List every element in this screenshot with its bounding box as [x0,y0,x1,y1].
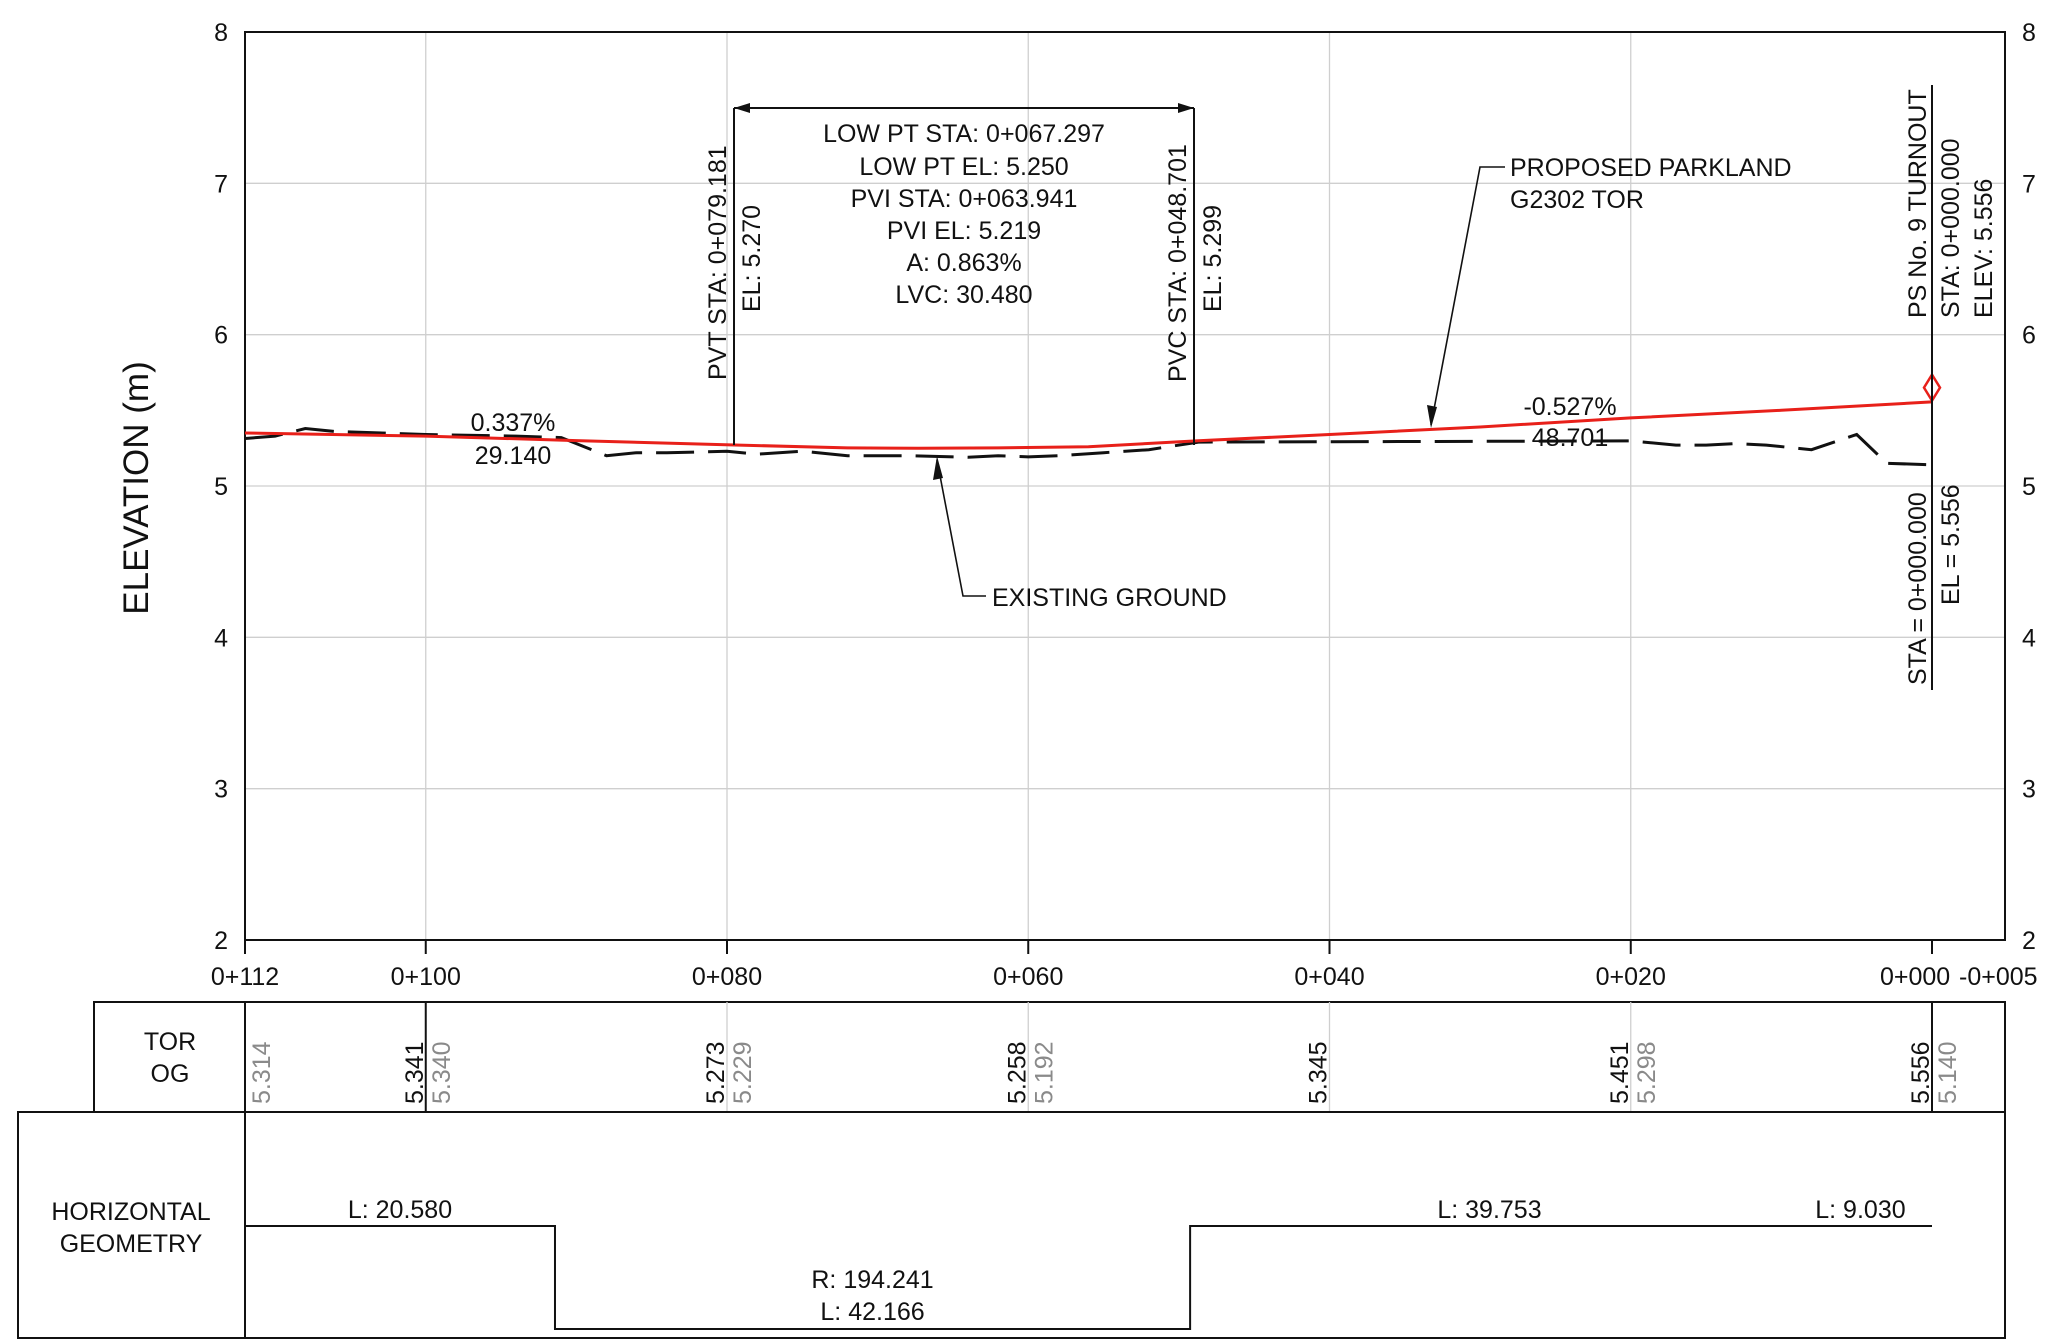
lvc-length: LVC: 30.480 [895,281,1032,309]
horizontal-geometry-band: HORIZONTAL GEOMETRY L: 20.580 R: 194.241 L… [17,1111,2006,1339]
hg-label-line2: GEOMETRY [60,1230,203,1258]
hg-curve-label: R: 194.241 [811,1266,933,1294]
grid [245,32,2005,940]
x-tick-label: 0+080 [692,963,762,991]
x-tick-label: 0+100 [391,963,461,991]
y-tick-right: 2 [2022,927,2036,955]
pvc-elevation: EL: 5.299 [1199,205,1227,312]
pvt-elevation: EL: 5.270 [738,205,766,312]
x-tick-label-end2: -0+005 [1959,963,2038,991]
y-tick-left: 8 [214,19,228,47]
grade-left-percent: 0.337% [471,409,556,437]
band-tor-value: 5.258 [1003,1041,1031,1104]
grade-right-percent: -0.527% [1523,393,1616,421]
band-tor-value: 5.556 [1907,1041,1935,1104]
band-og-value: 5.314 [248,1041,276,1104]
band-og-value: 5.229 [729,1041,757,1104]
low-pt-el: LOW PT EL: 5.250 [859,153,1068,181]
x-tick-label: 0+020 [1596,963,1666,991]
ps-label-line3: ELEV: 5.556 [1970,179,1998,318]
y-tick-right: 4 [2022,624,2036,652]
tor-callout-line1: PROPOSED PARKLAND [1510,154,1792,182]
band-tor-value: 5.273 [702,1041,730,1104]
hg-tangent-label: L: 9.030 [1815,1196,1905,1224]
y-tick-left: 4 [214,624,228,652]
el-label: EL = 5.556 [1937,484,1965,605]
grade-right-length: 48.701 [1532,424,1608,452]
y-tick-right: 5 [2022,473,2036,501]
y-tick-left: 3 [214,776,228,804]
y-tick-left: 7 [214,170,228,198]
horizontal-geometry-line [245,1225,1932,1330]
pvi-el: PVI EL: 5.219 [887,217,1041,245]
ps-label-line1: PS No. 9 TURNOUT [1904,89,1932,318]
hg-tangent-label: L: 39.753 [1437,1196,1541,1224]
y-tick-right: 7 [2022,170,2036,198]
band-table: TOR OG 5.314 5.341 5.340 5.273 5.229 5.258 5.1… [93,1001,2006,1113]
proposed-tor-line [244,400,1933,450]
y-tick-labels: 2 2 3 3 4 4 5 5 6 6 7 7 8 8 [214,19,2036,955]
x-tick-label-end: 0+000 [1880,963,1950,991]
y-tick-left: 5 [214,473,228,501]
vertical-curve-annotation: LOW PT STA: 0+067.297 LOW PT EL: 5.250 P… [704,103,1227,445]
low-pt-sta: LOW PT STA: 0+067.297 [823,120,1105,148]
x-tick-label: 0+040 [1294,963,1364,991]
plot-frame [244,31,2006,941]
band-og-value: 5.340 [428,1041,456,1104]
y-axis-label: ELEVATION (m) [117,361,156,614]
grade-left-length: 29.140 [475,442,551,470]
hg-tangent-label: L: 20.580 [348,1196,452,1224]
y-tick-right: 3 [2022,776,2036,804]
y-tick-right: 8 [2022,19,2036,47]
tor-callout-line2: G2302 TOR [1510,186,1644,214]
hg-curve-label: L: 42.166 [820,1298,924,1326]
existing-ground-line [244,426,1933,467]
sta-label: STA = 0+000.000 [1904,492,1932,685]
og-callout-label: EXISTING GROUND [992,584,1227,612]
band-og-value: 5.192 [1030,1041,1058,1104]
pvt-station: PVT STA: 0+079.181 [704,145,732,380]
x-tick-label: 0+112 [211,963,279,991]
band-tor-value: 5.451 [1606,1041,1634,1104]
y-tick-left: 6 [214,322,228,350]
hg-label-line1: HORIZONTAL [51,1198,210,1226]
band-og-value: 5.140 [1934,1041,1962,1104]
x-tick-label: 0+060 [993,963,1063,991]
y-tick-left: 2 [214,927,228,955]
band-og-label: OG [151,1060,190,1088]
og-callout: EXISTING GROUND [933,456,1227,612]
band-tor-value: 5.345 [1305,1041,1333,1104]
pvi-sta: PVI STA: 0+063.941 [851,185,1078,213]
tor-callout: PROPOSED PARKLAND G2302 TOR [1427,154,1792,428]
y-tick-right: 6 [2022,322,2036,350]
pvc-station: PVC STA: 0+048.701 [1164,144,1192,382]
grade-change: A: 0.863% [906,249,1021,277]
band-tor-value: 5.341 [401,1041,429,1104]
x-tick-labels: 0+112 0+100 0+080 0+060 0+040 0+020 0+000 -0+00… [211,940,2038,991]
band-tor-label: TOR [144,1028,196,1056]
ps-label-line2: STA: 0+000.000 [1937,138,1965,318]
band-og-value: 5.298 [1633,1041,1661,1104]
